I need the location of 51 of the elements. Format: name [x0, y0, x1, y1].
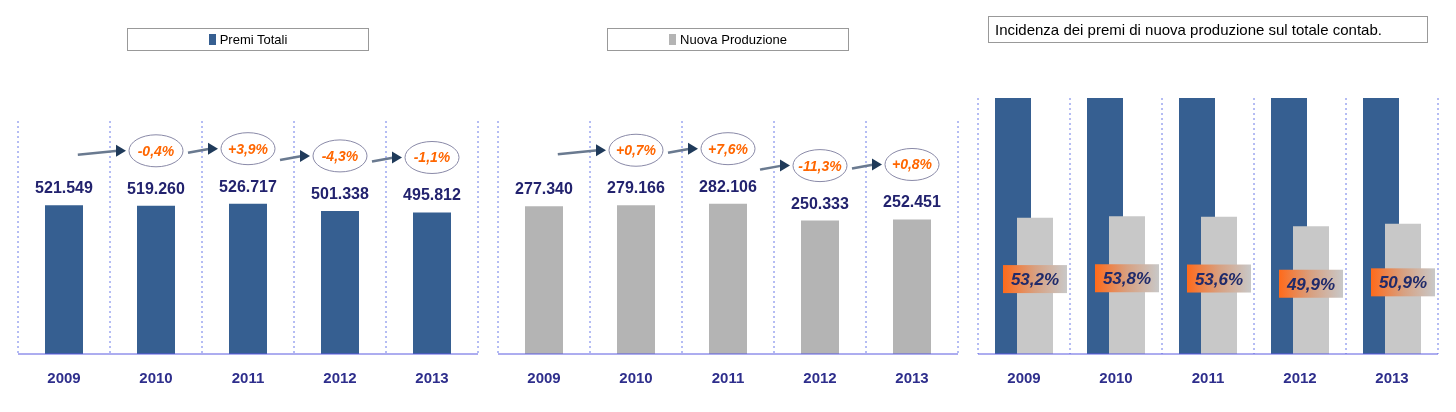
text: -4,3%: [321, 147, 359, 164]
x-tick-label: 2011: [231, 368, 265, 386]
x-tick-label: 2010: [619, 368, 653, 386]
bar: [709, 203, 747, 354]
x-tick-label: 2013: [415, 368, 449, 386]
text: +7,6%: [707, 140, 749, 157]
data-label: 501.338: [311, 184, 370, 202]
x-tick-label: 2012: [323, 368, 357, 386]
x-tick-label: 2010: [139, 368, 173, 386]
x-tick-label: 2010: [1099, 368, 1133, 386]
x-tick-label: 2012: [803, 368, 837, 386]
x-tick-label: 2011: [1191, 368, 1225, 386]
text: -1,1%: [413, 149, 451, 166]
data-label: 521.549: [35, 179, 94, 197]
data-label: 250.333: [791, 194, 850, 212]
data-label: 53,2%: [1010, 270, 1060, 290]
x-tick-label: 2009: [1007, 368, 1041, 386]
x-tick-label: 2009: [527, 368, 561, 386]
x-tick-label: 2012: [1283, 368, 1317, 386]
bar: [617, 205, 655, 354]
x-tick-label: 2013: [1375, 368, 1409, 386]
text: -11,3%: [798, 157, 843, 174]
data-label: 495.812: [403, 186, 462, 204]
x-tick-label: 2011: [711, 368, 745, 386]
data-label: 49,9%: [1285, 274, 1336, 294]
legend-label: Premi Totali: [219, 32, 288, 47]
data-label: 277.340: [515, 180, 574, 198]
data-label: 282.106: [699, 177, 758, 195]
text: +0,7%: [615, 142, 657, 159]
bar: [229, 203, 267, 354]
data-label: 252.451: [883, 193, 942, 211]
data-label: 50,9%: [1378, 273, 1428, 293]
x-tick-label: 2013: [895, 368, 929, 386]
data-label: 526.717: [219, 177, 278, 195]
bar: [137, 205, 175, 354]
bar: [525, 206, 563, 354]
bar: [321, 210, 359, 354]
chart-title: Incidenza dei premi di nuova produzione sul totale contab.: [988, 16, 1428, 43]
bar: [801, 220, 839, 354]
text: -0,4%: [137, 142, 175, 159]
data-label: 279.166: [607, 179, 666, 197]
bar: [413, 212, 451, 354]
data-label: 519.260: [127, 179, 186, 197]
data-label: 53,8%: [1102, 269, 1152, 289]
legend-label: Nuova Produzione: [680, 32, 787, 47]
text: +3,9%: [227, 140, 269, 157]
bar: [893, 219, 931, 354]
data-label: 53,6%: [1194, 269, 1244, 289]
x-tick-label: 2009: [47, 368, 81, 386]
bar: [45, 205, 83, 354]
text: +0,8%: [891, 156, 933, 173]
